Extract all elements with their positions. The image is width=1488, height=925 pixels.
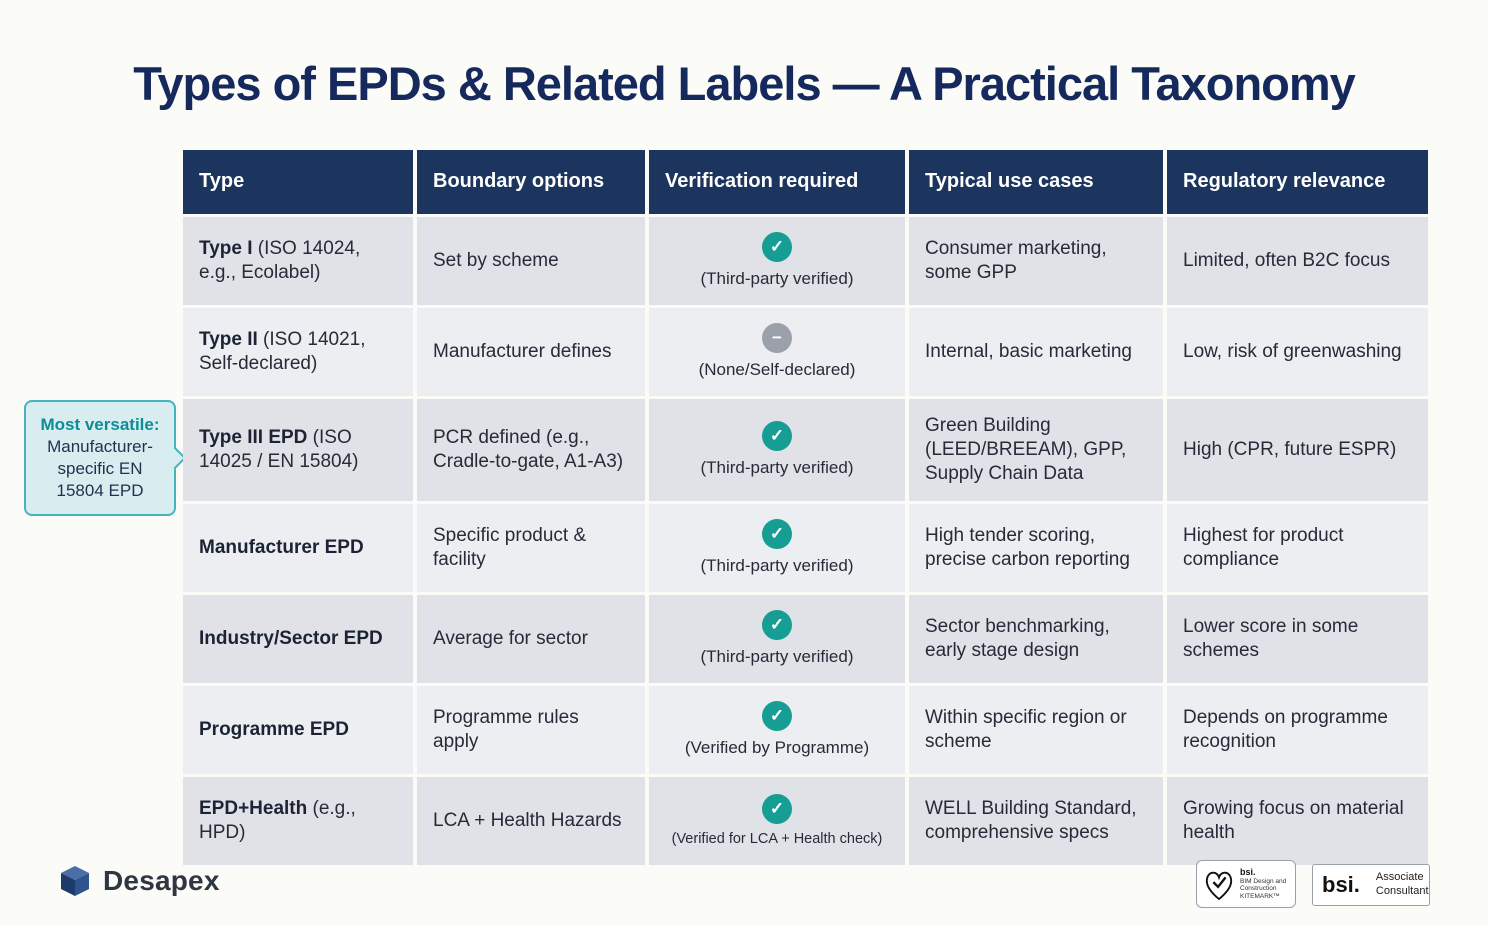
brand-logo-area: Desapex: [57, 864, 220, 898]
type-name: Manufacturer EPD: [199, 536, 364, 558]
kitemark-heart-icon: [1205, 871, 1233, 901]
check-circle-icon: ✓: [762, 793, 792, 824]
regulatory-cell: Lower score in some schemes: [1167, 595, 1428, 683]
check-circle-icon: ✓: [762, 519, 792, 550]
kitemark-line: KITEMARK™: [1240, 892, 1280, 900]
type-cell: Manufacturer EPD: [183, 504, 413, 592]
check-circle-icon: ✓: [762, 421, 792, 452]
bsi-brand: bsi.: [1322, 872, 1360, 897]
associate-line: Consultant: [1375, 885, 1429, 897]
type-cell: Type II (ISO 14021, Self-declared): [183, 308, 413, 396]
boundary-cell: PCR defined (e.g., Cradle-to-gate, A1-A3…: [417, 399, 645, 501]
boundary-cell: Manufacturer defines: [417, 308, 645, 396]
callout-text: Manufacturer-specific EN 15804 EPD: [47, 437, 153, 501]
type-cell: Industry/Sector EPD: [183, 595, 413, 683]
boundary-cell: Programme rules apply: [417, 686, 645, 774]
bsi-kitemark-badge: bsi. BIM Design and Construction KITEMAR…: [1196, 860, 1296, 908]
use-cases-cell: Sector benchmarking, early stage design: [909, 595, 1163, 683]
verification-label: (None/Self-declared): [698, 360, 856, 380]
verification-label: (Verified by Programme): [684, 738, 870, 758]
verification-cell: ✓ (Verified by Programme): [649, 686, 905, 774]
verification-cell: ✓ (Verified for LCA + Health check): [649, 777, 905, 865]
type-text: Type II (ISO 14021, Self-declared): [199, 328, 397, 377]
type-text: Type III EPD (ISO 14025 / EN 15804): [199, 426, 397, 475]
regulatory-cell: Low, risk of greenwashing: [1167, 308, 1428, 396]
column-header-regulatory: Regulatory relevance: [1167, 150, 1428, 214]
type-cell: Type III EPD (ISO 14025 / EN 15804): [183, 399, 413, 501]
type-text: EPD+Health (e.g., HPD): [199, 797, 397, 846]
verification-label: (Third-party verified): [700, 269, 854, 289]
type-detail: (ISO 14021, Self-declared): [199, 328, 366, 374]
callout-highlight: Most versatile:: [40, 415, 160, 434]
type-name: Type III EPD: [199, 426, 308, 448]
bsi-associate-badge: bsi. Associate Consultant: [1312, 864, 1430, 906]
column-header-verification: Verification required: [649, 150, 905, 214]
verification-cell: ✓ (Third-party verified): [649, 399, 905, 501]
type-text: Manufacturer EPD: [199, 536, 397, 560]
type-name: EPD+Health: [199, 797, 308, 819]
use-cases-cell: WELL Building Standard, comprehensive sp…: [909, 777, 1163, 865]
verification-label: (Third-party verified): [700, 458, 854, 478]
check-circle-icon: ✓: [762, 610, 792, 641]
verification-cell: ✓ (Third-party verified): [649, 504, 905, 592]
kitemark-line: BIM Design and: [1240, 878, 1287, 886]
type-text: Type I (ISO 14024, e.g., Ecolabel): [199, 237, 397, 286]
verification-cell: ✓ (Third-party verified): [649, 217, 905, 305]
boundary-cell: Average for sector: [417, 595, 645, 683]
desapex-logo-icon: [61, 866, 89, 896]
type-cell: EPD+Health (e.g., HPD): [183, 777, 413, 865]
verification-cell: − (None/Self-declared): [649, 308, 905, 396]
type-cell: Type I (ISO 14024, e.g., Ecolabel): [183, 217, 413, 305]
regulatory-cell: Depends on programme recognition: [1167, 686, 1428, 774]
type-detail: (ISO 14025 / EN 15804): [199, 426, 359, 472]
verification-cell: ✓ (Third-party verified): [649, 595, 905, 683]
type-text: Programme EPD: [199, 718, 397, 742]
verification-label: (Third-party verified): [700, 647, 854, 667]
verification-label: (Verified for LCA + Health check): [671, 830, 883, 847]
column-header-boundary: Boundary options: [417, 150, 645, 214]
type-name: Type II: [199, 328, 258, 350]
use-cases-cell: High tender scoring, precise carbon repo…: [909, 504, 1163, 592]
regulatory-cell: Growing focus on material health: [1167, 777, 1428, 865]
boundary-cell: LCA + Health Hazards: [417, 777, 645, 865]
use-cases-cell: Consumer marketing, some GPP: [909, 217, 1163, 305]
callout-most-versatile: Most versatile: Manufacturer-specific EN…: [24, 400, 187, 517]
page-title: Types of EPDs & Related Labels — A Pract…: [133, 57, 1356, 110]
column-header-type: Type: [183, 150, 413, 214]
check-circle-icon: ✓: [762, 232, 792, 263]
check-circle-icon: ✓: [762, 701, 792, 732]
brand-name: Desapex: [103, 865, 220, 896]
type-name: Programme EPD: [199, 718, 349, 740]
column-header-use-cases: Typical use cases: [909, 150, 1163, 214]
boundary-cell: Set by scheme: [417, 217, 645, 305]
kitemark-brand: bsi.: [1240, 867, 1256, 878]
boundary-cell: Specific product & facility: [417, 504, 645, 592]
epd-taxonomy-table: Type Boundary options Verification requi…: [183, 150, 1428, 865]
kitemark-text: bsi. BIM Design and Construction KITEMAR…: [1240, 867, 1287, 900]
type-name: Type I: [199, 237, 253, 259]
verification-label: (Third-party verified): [700, 556, 854, 576]
type-detail: (e.g., HPD): [199, 797, 356, 843]
type-detail: (ISO 14024, e.g., Ecolabel): [199, 237, 361, 283]
regulatory-cell: High (CPR, future ESPR): [1167, 399, 1428, 501]
use-cases-cell: Green Building (LEED/BREEAM), GPP, Suppl…: [909, 399, 1163, 501]
type-text: Industry/Sector EPD: [199, 627, 397, 651]
type-cell: Programme EPD: [183, 686, 413, 774]
type-name: Industry/Sector EPD: [199, 627, 383, 649]
use-cases-cell: Internal, basic marketing: [909, 308, 1163, 396]
kitemark-line: Construction: [1240, 885, 1277, 893]
associate-text: Associate Consultant: [1376, 871, 1429, 899]
regulatory-cell: Limited, often B2C focus: [1167, 217, 1428, 305]
minus-circle-icon: −: [762, 323, 792, 354]
regulatory-cell: Highest for product compliance: [1167, 504, 1428, 592]
associate-line: Associate: [1375, 871, 1424, 884]
use-cases-cell: Within specific region or scheme: [909, 686, 1163, 774]
